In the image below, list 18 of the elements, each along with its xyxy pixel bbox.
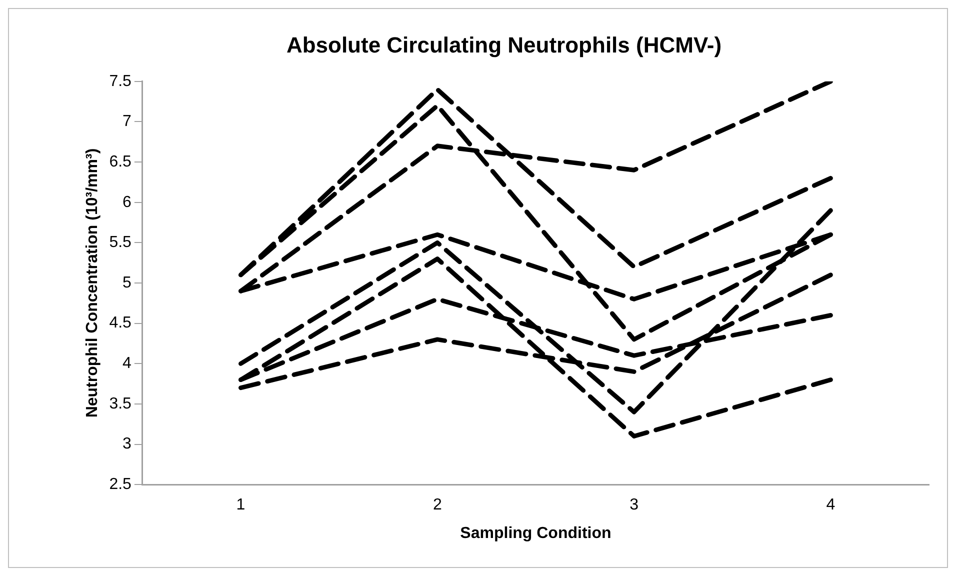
x-axis-title: Sampling Condition (460, 524, 612, 542)
y-tick-label: 3 (122, 436, 132, 453)
y-tick-label: 3.5 (109, 395, 132, 412)
x-tick-label: 3 (630, 496, 639, 514)
y-tick-label: 5 (122, 274, 132, 292)
y-tick-label: 6.5 (109, 153, 132, 170)
y-tick-label: 4 (122, 355, 132, 372)
x-tick-label: 2 (432, 496, 442, 514)
y-axis-title: Neutrophil Concentration (10³/mm³) (84, 148, 102, 418)
chart-title: Absolute Circulating Neutrophils (HCMV-) (286, 32, 722, 58)
y-tick-label: 2.5 (109, 476, 132, 494)
y-tick-label: 6 (122, 194, 132, 211)
y-tick-label: 5.5 (109, 234, 132, 252)
x-tick-label: 1 (236, 496, 246, 514)
x-tick-label: 4 (826, 496, 836, 514)
y-tick-label: 7 (122, 113, 132, 130)
y-tick-label: 7.5 (109, 72, 132, 90)
y-tick-label: 4.5 (109, 314, 132, 332)
